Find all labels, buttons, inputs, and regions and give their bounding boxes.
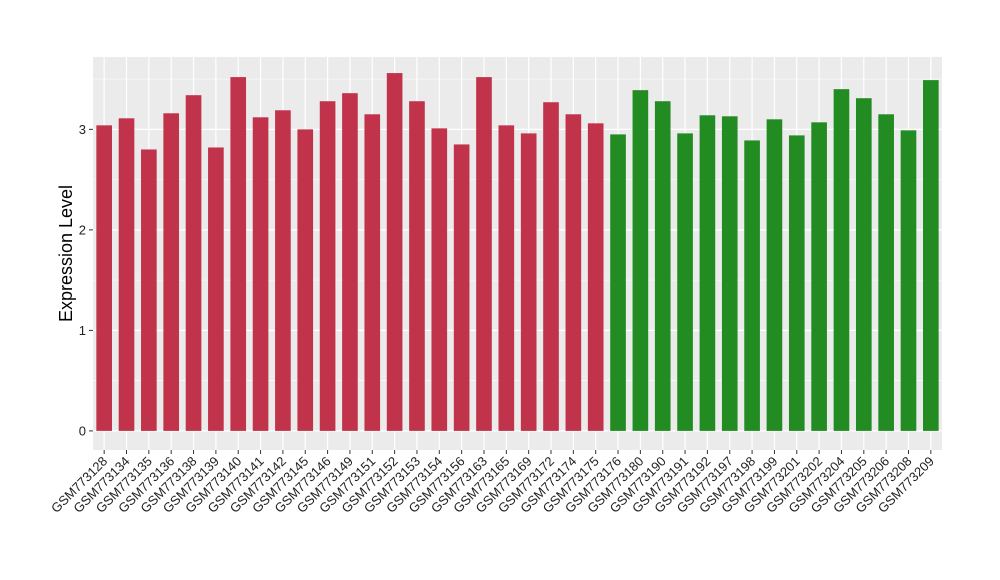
bar-GSM773174 bbox=[565, 114, 582, 431]
bar-GSM773142 bbox=[275, 110, 291, 431]
bar-GSM773202 bbox=[811, 122, 827, 431]
bar-GSM773172 bbox=[543, 102, 559, 431]
bar-GSM773141 bbox=[252, 117, 269, 431]
bar-GSM773169 bbox=[520, 133, 537, 431]
bar-GSM773165 bbox=[498, 125, 515, 431]
bar-GSM773208 bbox=[900, 130, 917, 431]
bar-GSM773153 bbox=[409, 101, 425, 431]
bar-GSM773191 bbox=[677, 133, 693, 431]
bar-GSM773176 bbox=[610, 134, 626, 431]
bar-GSM773206 bbox=[878, 114, 894, 431]
bar-GSM773180 bbox=[632, 90, 649, 431]
bar-GSM773204 bbox=[833, 89, 850, 431]
bar-GSM773145 bbox=[297, 129, 314, 431]
bar-GSM773192 bbox=[699, 115, 716, 431]
bar-GSM773136 bbox=[163, 113, 180, 431]
bar-GSM773135 bbox=[141, 149, 157, 431]
bar-GSM773146 bbox=[319, 101, 336, 431]
bar-GSM773140 bbox=[230, 77, 247, 431]
bar-GSM773134 bbox=[118, 118, 135, 431]
bar-GSM773138 bbox=[185, 95, 202, 431]
bar-GSM773128 bbox=[96, 125, 112, 431]
bar-GSM773198 bbox=[744, 140, 760, 431]
bars bbox=[96, 73, 939, 431]
x-axis: GSM773128GSM773134GSM773135GSM773136GSM7… bbox=[48, 450, 937, 516]
bar-GSM773154 bbox=[431, 128, 448, 431]
bar-GSM773175 bbox=[587, 123, 604, 431]
bar-GSM773190 bbox=[654, 101, 671, 431]
bar-GSM773201 bbox=[788, 135, 805, 431]
bar-GSM773139 bbox=[208, 147, 224, 431]
bar-GSM773199 bbox=[766, 119, 783, 431]
y-tick-label: 2 bbox=[79, 222, 86, 237]
y-tick-label: 3 bbox=[79, 122, 86, 137]
bar-GSM773152 bbox=[386, 73, 403, 431]
y-axis-title: Expression Level bbox=[56, 185, 76, 322]
bar-GSM773151 bbox=[364, 114, 381, 431]
bar-GSM773163 bbox=[476, 77, 492, 431]
bar-GSM773156 bbox=[453, 144, 470, 431]
bar-GSM773209 bbox=[923, 80, 939, 431]
bar-GSM773197 bbox=[721, 116, 738, 431]
y-axis: 0 1 2 3 bbox=[79, 122, 93, 438]
y-tick-label: 1 bbox=[79, 323, 86, 338]
bar-GSM773205 bbox=[855, 98, 872, 431]
bar-GSM773149 bbox=[342, 93, 358, 431]
y-tick-label: 0 bbox=[79, 423, 86, 438]
